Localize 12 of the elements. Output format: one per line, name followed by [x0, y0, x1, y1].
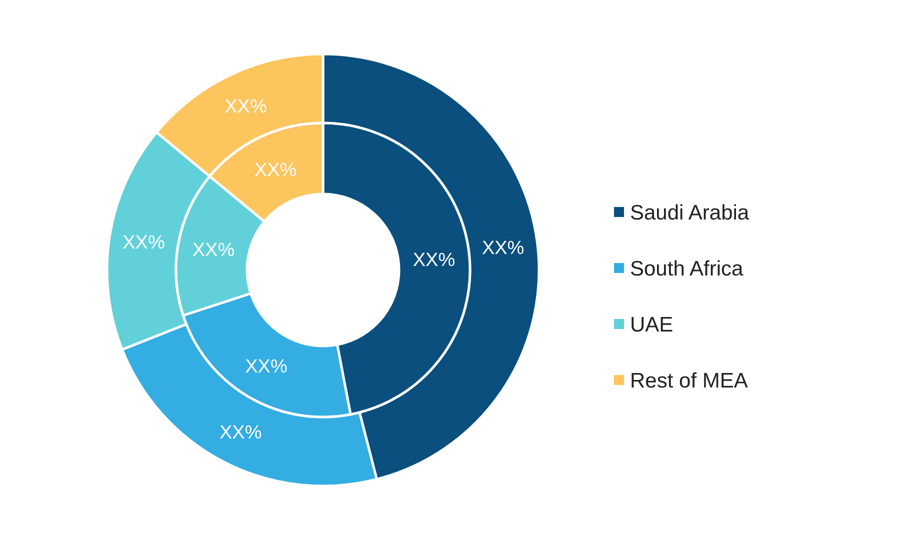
data-label: XX%: [192, 240, 235, 261]
legend-label: UAE: [630, 313, 674, 336]
data-label: XX%: [254, 160, 297, 181]
data-label: XX%: [224, 96, 267, 118]
legend-label: South Africa: [630, 257, 744, 280]
data-label: XX%: [482, 238, 524, 259]
legend-label: Saudi Arabia: [630, 201, 750, 224]
data-label: XX%: [122, 232, 165, 254]
data-label: XX%: [245, 356, 288, 378]
legend-label: Rest of MEA: [630, 369, 748, 392]
data-label: XX%: [219, 422, 262, 444]
data-label: XX%: [412, 250, 456, 272]
